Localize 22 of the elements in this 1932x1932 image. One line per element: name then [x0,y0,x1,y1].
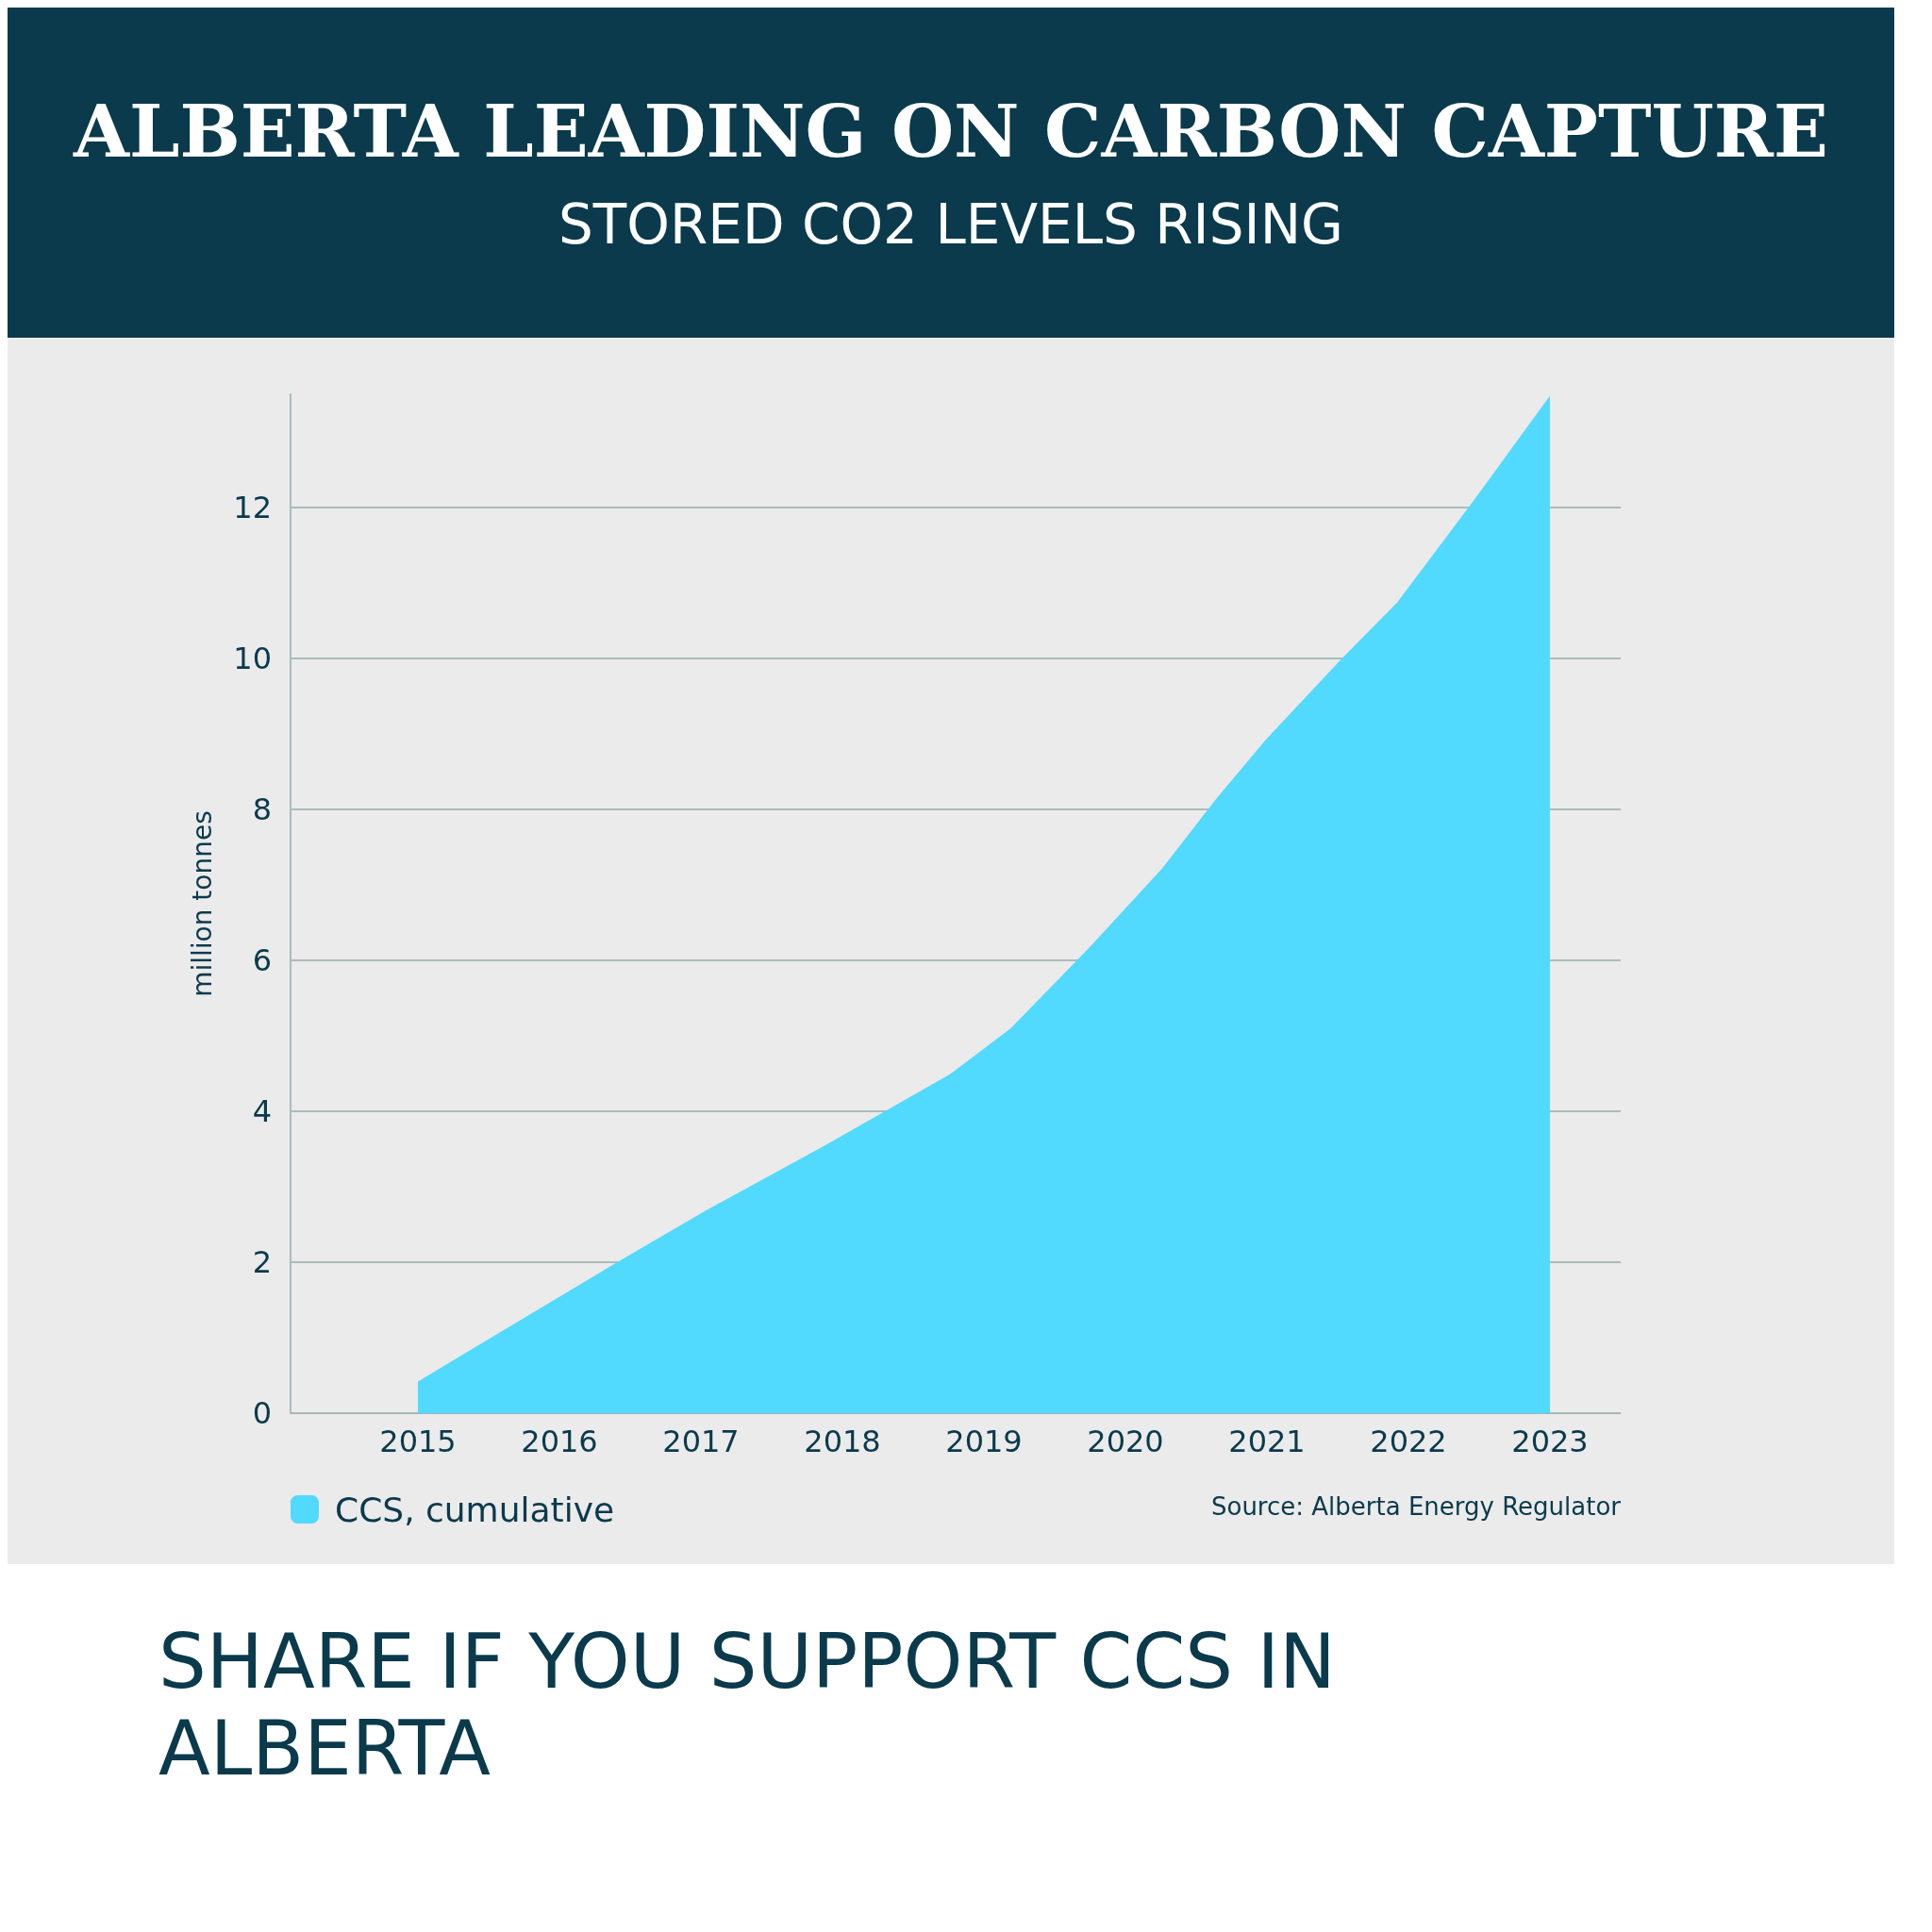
x-tick-label: 2019 [945,1424,1023,1459]
source-note: Source: Alberta Energy Regulator [1210,1492,1621,1521]
text: SHARE IF YOU SUPPORT CCS IN ALBERTA [158,1618,1337,1792]
chart-title: ALBERTA LEADING ON CARBON CAPTURE [74,89,1828,174]
y-tick-label: 12 [233,490,272,525]
x-tick-label: 2022 [1370,1424,1447,1459]
x-tick-label: 2017 [662,1424,740,1459]
x-tick-label: 2023 [1511,1424,1589,1459]
y-axis-title: million tonnes [186,810,218,997]
y-tick-label: 10 [233,641,272,676]
y-tick-label: 6 [252,942,272,978]
x-tick-label: 2018 [804,1424,881,1459]
x-tick-label: 2016 [521,1424,598,1459]
y-tick-label: 2 [252,1244,272,1280]
y-tick-label: 8 [252,791,272,827]
x-tick-label: 2015 [379,1424,457,1459]
y-tick-label: 0 [252,1395,272,1431]
chart-subtitle: STORED CO2 LEVELS RISING [558,192,1343,257]
y-tick-label: 4 [252,1093,272,1129]
x-tick-label: 2021 [1228,1424,1306,1459]
x-tick-label: 2020 [1087,1424,1164,1459]
legend-label: CCS, cumulative [335,1490,615,1529]
